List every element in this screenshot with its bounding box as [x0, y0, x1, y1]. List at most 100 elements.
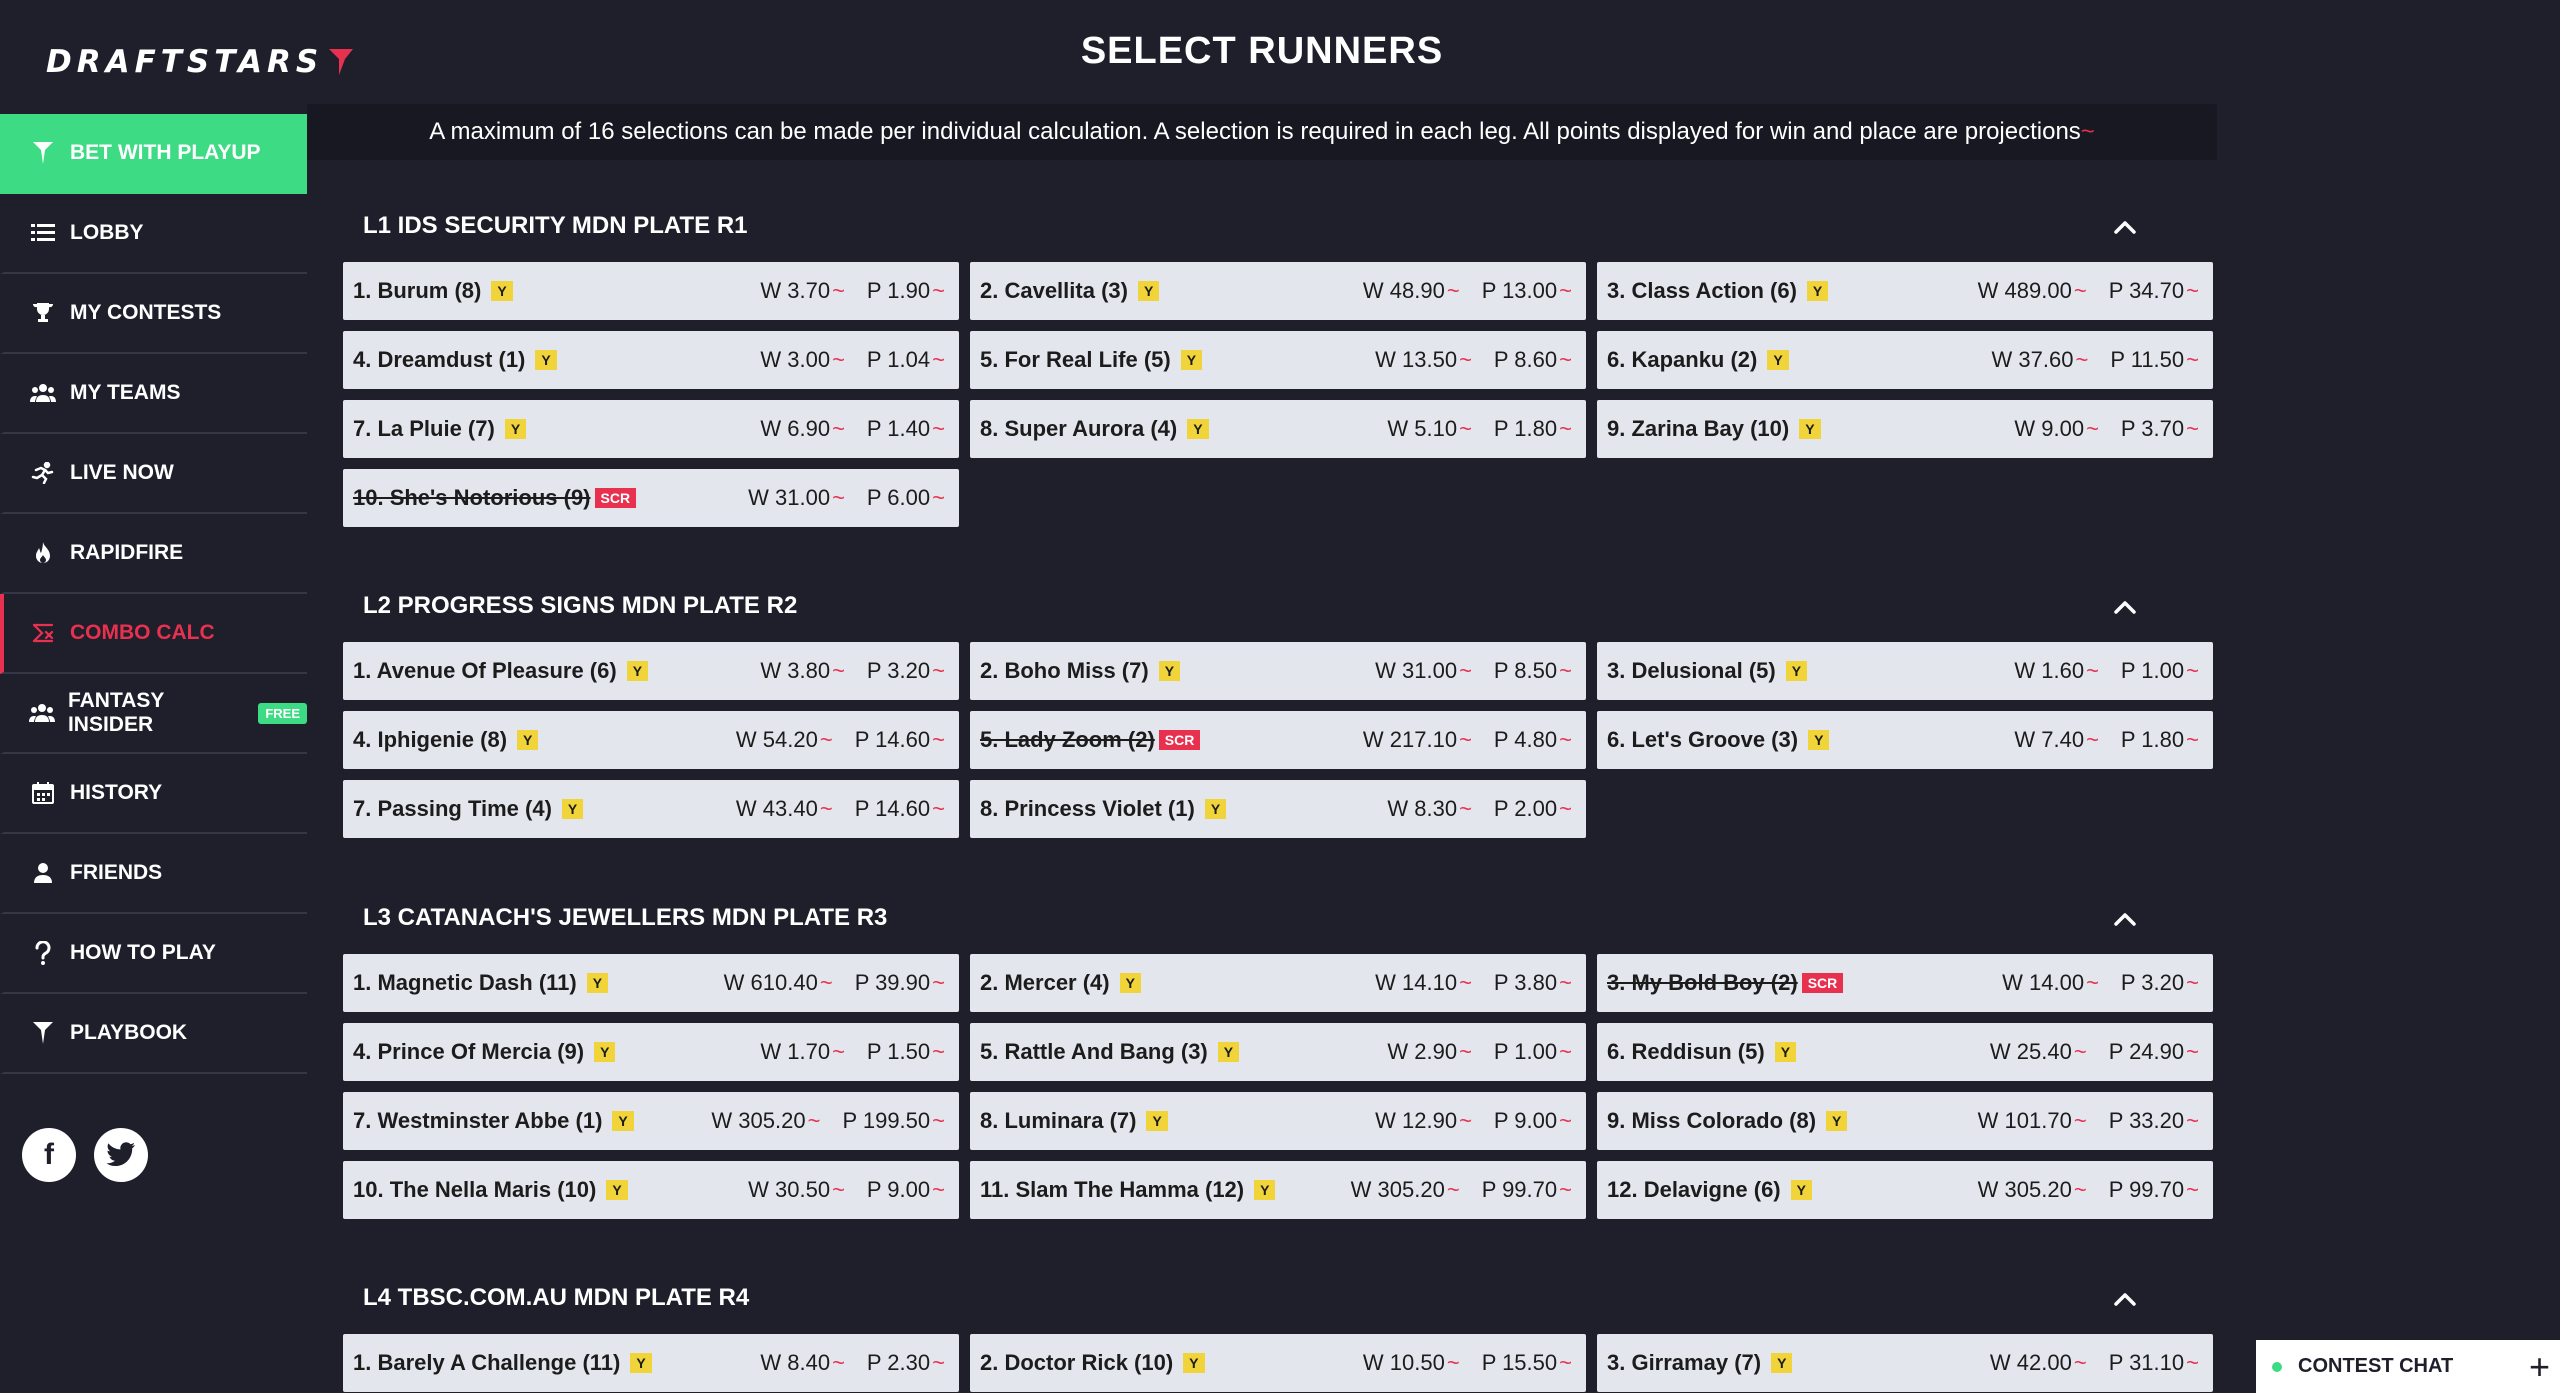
win-value: W 14.10 [1375, 970, 1458, 995]
runner-option[interactable]: 6. Kapanku (2) Y W 37.60~ P 11.50~ [1597, 331, 2213, 389]
yes-flag-badge: Y [1204, 799, 1227, 819]
runner-option[interactable]: 2. Cavellita (3) Y W 48.90~ P 13.00~ [970, 262, 1586, 320]
place-points: P 2.30~ [867, 1350, 945, 1376]
sidebar-item-combo-calc[interactable]: COMBO CALC [0, 594, 307, 674]
sidebar-item-how-to-play[interactable]: HOW TO PLAY [0, 914, 307, 994]
draftstars-logo[interactable]: DRAFTSTARS [46, 40, 355, 84]
chevron-up-icon[interactable] [2113, 902, 2137, 934]
runner-option[interactable]: 7. Passing Time (4) Y W 43.40~ P 14.60~ [343, 780, 959, 838]
leg-header[interactable]: L3 CATANACH'S JEWELLERS MDN PLATE R3 [307, 882, 2217, 954]
win-value: W 10.50 [1362, 1350, 1445, 1375]
place-points: P 3.20~ [2121, 970, 2199, 996]
projection-tilde: ~ [2186, 1039, 2199, 1064]
runner-option[interactable]: 1. Magnetic Dash (11) Y W 610.40~ P 39.90~ [343, 954, 959, 1012]
runner-odds: W 25.40~ P 24.90~ [1968, 1039, 2199, 1065]
runner-option[interactable]: 5. For Real Life (5) Y W 13.50~ P 8.60~ [970, 331, 1586, 389]
sidebar-item-friends[interactable]: FRIENDS [0, 834, 307, 914]
runner-option[interactable]: 8. Luminara (7) Y W 12.90~ P 9.00~ [970, 1092, 1586, 1150]
runner-option[interactable]: 3. Delusional (5) Y W 1.60~ P 1.00~ [1597, 642, 2213, 700]
runner-option[interactable]: 9. Zarina Bay (10) Y W 9.00~ P 3.70~ [1597, 400, 2213, 458]
runner-option[interactable]: 2. Doctor Rick (10) Y W 10.50~ P 15.50~ [970, 1334, 1586, 1392]
runner-option[interactable]: 3. Girramay (7) Y W 42.00~ P 31.10~ [1597, 1334, 2213, 1392]
runner-option[interactable]: 8. Super Aurora (4) Y W 5.10~ P 1.80~ [970, 400, 1586, 458]
yes-flag-badge: Y [1137, 281, 1160, 301]
projection-tilde: ~ [807, 1108, 821, 1133]
facebook-icon[interactable]: f [22, 1128, 76, 1182]
win-points: W 3.80~ [760, 658, 845, 684]
runner-option[interactable]: 4. Prince Of Mercia (9) Y W 1.70~ P 1.50~ [343, 1023, 959, 1081]
projection-tilde: ~ [932, 485, 945, 510]
social-links: f [22, 1128, 148, 1182]
chevron-up-icon[interactable] [2113, 210, 2137, 242]
runner-option[interactable]: 10. She's Notorious (9) SCR W 31.00~ P 6.00… [343, 469, 959, 527]
place-value: P 11.50 [2110, 347, 2185, 372]
runner-grid: 1. Avenue Of Pleasure (6) Y W 3.80~ P 3.20~… [343, 642, 2225, 838]
runner-option[interactable]: 1. Burum (8) Y W 3.70~ P 1.90~ [343, 262, 959, 320]
chevron-up-icon[interactable] [2113, 1282, 2137, 1314]
runner-option[interactable]: 2. Boho Miss (7) Y W 31.00~ P 8.50~ [970, 642, 1586, 700]
runner-option[interactable]: 6. Let's Groove (3) Y W 7.40~ P 1.80~ [1597, 711, 2213, 769]
sidebar-item-bet-with-playup[interactable]: BET WITH PLAYUP [0, 114, 307, 194]
projection-tilde: ~ [932, 347, 945, 372]
projection-tilde: ~ [932, 658, 945, 683]
runner-name: 5. Rattle And Bang (3) [980, 1039, 1208, 1064]
sidebar-item-my-contests[interactable]: MY CONTESTS [0, 274, 307, 354]
twitter-icon[interactable] [94, 1128, 148, 1182]
runner-option[interactable]: 1. Barely A Challenge (11) Y W 8.40~ P 2.30… [343, 1334, 959, 1392]
runner-option[interactable]: 1. Avenue Of Pleasure (6) Y W 3.80~ P 3.20~ [343, 642, 959, 700]
yes-flag-badge: Y [612, 1111, 634, 1131]
place-value: P 99.70 [1481, 1177, 1558, 1202]
runner-odds: W 1.60~ P 1.00~ [1992, 658, 2199, 684]
place-points: P 2.00~ [1494, 796, 1572, 822]
runner-name: 2. Mercer (4) [980, 970, 1110, 995]
leg-header[interactable]: L1 IDS SECURITY MDN PLATE R1 [307, 190, 2217, 262]
place-value: P 8.50 [1493, 658, 1558, 683]
runner-option[interactable]: 3. My Bold Boy (2) SCR W 14.00~ P 3.20~ [1597, 954, 2213, 1012]
leg-header[interactable]: L4 TBSC.COM.AU MDN PLATE R4 [307, 1262, 2217, 1334]
projection-tilde: ~ [1459, 347, 1472, 372]
calendar-icon [28, 779, 58, 807]
race-leg: L4 TBSC.COM.AU MDN PLATE R4 1. Barely A C… [307, 1262, 2217, 1392]
leg-header[interactable]: L2 PROGRESS SIGNS MDN PLATE R2 [307, 570, 2217, 642]
runner-grid: 1. Magnetic Dash (11) Y W 610.40~ P 39.90~ 2… [343, 954, 2225, 1219]
projection-tilde: ~ [2073, 1108, 2087, 1133]
plus-icon[interactable]: + [2528, 1345, 2550, 1387]
place-points: P 1.00~ [2121, 658, 2199, 684]
sidebar-item-live-now[interactable]: LIVE NOW [0, 434, 307, 514]
runner-option[interactable]: 12. Delavigne (6) Y W 305.20~ P 99.70~ [1597, 1161, 2213, 1219]
runner-option[interactable]: 7. La Pluie (7) Y W 6.90~ P 1.40~ [343, 400, 959, 458]
win-points: W 101.70~ [1978, 1108, 2087, 1134]
runner-option[interactable]: 2. Mercer (4) Y W 14.10~ P 3.80~ [970, 954, 1586, 1012]
sidebar-item-fantasy-insider[interactable]: FANTASY INSIDER FREE [0, 674, 307, 754]
runner-option[interactable]: 7. Westminster Abbe (1) Y W 305.20~ P 199.5… [343, 1092, 959, 1150]
contest-chat-button[interactable]: CONTEST CHAT + [2256, 1340, 2560, 1393]
runner-option[interactable]: 6. Reddisun (5) Y W 25.40~ P 24.90~ [1597, 1023, 2213, 1081]
runner-option[interactable]: 5. Rattle And Bang (3) Y W 2.90~ P 1.00~ [970, 1023, 1586, 1081]
runner-odds: W 9.00~ P 3.70~ [1992, 416, 2199, 442]
place-value: P 3.80 [1493, 970, 1558, 995]
sidebar-item-rapidfire[interactable]: RAPIDFIRE [0, 514, 307, 594]
runner-option[interactable]: 11. Slam The Hamma (12) Y W 305.20~ P 99.70… [970, 1161, 1586, 1219]
place-value: P 4.80 [1493, 727, 1558, 752]
runner-name: 10. She's Notorious (9) [353, 485, 591, 510]
runner-option[interactable]: 9. Miss Colorado (8) Y W 101.70~ P 33.20~ [1597, 1092, 2213, 1150]
runner-name: 3. My Bold Boy (2) [1607, 970, 1798, 995]
runner-option[interactable]: 4. Iphigenie (8) Y W 54.20~ P 14.60~ [343, 711, 959, 769]
win-points: W 30.50~ [748, 1177, 845, 1203]
runner-option[interactable]: 8. Princess Violet (1) Y W 8.30~ P 2.00~ [970, 780, 1586, 838]
runner-option[interactable]: 4. Dreamdust (1) Y W 3.00~ P 1.04~ [343, 331, 959, 389]
sidebar-item-playbook[interactable]: PLAYBOOK [0, 994, 307, 1074]
sidebar: DRAFTSTARS BET WITH PLAYUP LOBBY MY CONTES… [0, 0, 354, 1393]
sidebar-item-lobby[interactable]: LOBBY [0, 194, 307, 274]
sidebar-item-my-teams[interactable]: MY TEAMS [0, 354, 307, 434]
runner-option[interactable]: 3. Class Action (6) Y W 489.00~ P 34.70~ [1597, 262, 2213, 320]
runner-option[interactable]: 10. The Nella Maris (10) Y W 30.50~ P 9.00~ [343, 1161, 959, 1219]
flame-icon [28, 539, 58, 567]
win-value: W 37.60 [1991, 347, 2074, 372]
free-badge: FREE [258, 702, 307, 724]
runner-option[interactable]: 5. Lady Zoom (2) SCR W 217.10~ P 4.80~ [970, 711, 1586, 769]
place-value: P 1.00 [1493, 1039, 1558, 1064]
win-points: W 25.40~ [1990, 1039, 2087, 1065]
chevron-up-icon[interactable] [2113, 590, 2137, 622]
sidebar-item-history[interactable]: HISTORY [0, 754, 307, 834]
